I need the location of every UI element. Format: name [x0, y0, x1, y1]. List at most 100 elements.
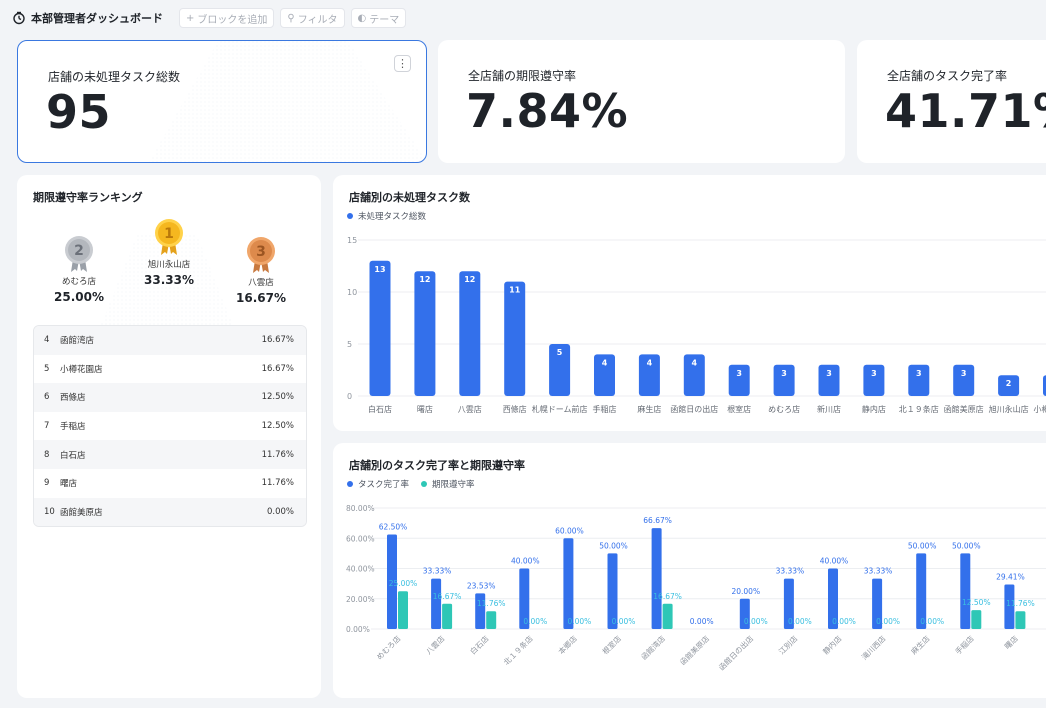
table-row[interactable]: 8 白石店 11.76% [34, 440, 306, 469]
bar [863, 364, 885, 396]
podium-pct: 16.67% [236, 291, 286, 305]
data-label: 3 [871, 369, 877, 378]
rate-value: 11.76% [261, 449, 294, 460]
legend-label: 期限遵守率 [432, 480, 475, 490]
kpi-label: 全店舗のタスク完了率 [887, 69, 1008, 83]
bar [1043, 375, 1046, 396]
dashboard-title: 本部管理者ダッシュボード [31, 12, 163, 25]
kpi-card-deadline-rate[interactable]: 全店舗の期限遵守率 7.84% [438, 40, 845, 163]
x-tick-label: 江別店 [776, 633, 799, 656]
palette-icon: ◐ [357, 12, 367, 24]
table-row[interactable]: 5 小樽花園店 16.67% [34, 355, 306, 384]
ranking-table: 4 函館湾店 16.67% 5 小樽花園店 16.67% 6 西條店 12.50% 7 手稲店… [33, 325, 307, 528]
bar-deadline [662, 603, 673, 629]
pending-tasks-chart-card[interactable]: 店舗別の未処理タスク数 未処理タスク総数 0 5 10 15 13 白石店 12 曙店 12 八雲… [333, 175, 1046, 431]
data-label: 25.00% [389, 579, 418, 588]
podium-rank: 3 [256, 244, 266, 260]
legend-dot [421, 481, 428, 487]
x-tick-label: 根室店 [727, 404, 751, 414]
bar-completion [1004, 584, 1015, 629]
data-label: 13 [374, 265, 385, 274]
data-label: 20.00% [731, 587, 760, 596]
theme-button[interactable]: ◐ テーマ [350, 8, 407, 28]
x-tick-label: 函館日の出店 [716, 633, 755, 672]
x-tick-label: 函館日の出店 [670, 404, 718, 414]
kpi-card-pending-tasks[interactable]: 店舗の未処理タスク総数 95 ⋮ [17, 40, 427, 163]
table-row[interactable]: 4 函館湾店 16.67% [34, 326, 306, 355]
bar [908, 364, 930, 396]
chart-title: 店舗別の未処理タスク数 [349, 191, 470, 204]
chart-title: 店舗別のタスク完了率と期限遵守率 [349, 459, 525, 472]
data-label: 3 [961, 369, 967, 378]
legend-label: タスク完了率 [358, 480, 410, 490]
table-row[interactable]: 7 手稲店 12.50% [34, 412, 306, 441]
data-label: 0.00% [523, 617, 547, 626]
completion-rate-chart-card[interactable]: 店舗別のタスク完了率と期限遵守率 タスク完了率 期限遵守率 0.00% 20.00… [333, 443, 1046, 698]
x-tick-label: 八雲店 [424, 633, 447, 656]
x-tick-label: 函館美原店 [944, 404, 984, 414]
plus-icon: + [186, 12, 195, 24]
bar [414, 271, 436, 396]
rank-number: 9 [44, 478, 50, 489]
legend-item[interactable]: タスク完了率 [347, 478, 409, 490]
bar-completion [387, 534, 397, 629]
filter-button[interactable]: ⚲ フィルタ [280, 8, 345, 28]
bar [638, 354, 660, 396]
rank-number: 4 [44, 335, 50, 346]
x-tick-label: 曙店 [417, 404, 433, 414]
bar [459, 271, 481, 396]
bar-completion [563, 538, 574, 629]
data-label: 0.00% [876, 617, 900, 626]
y-tick-label: 0 [347, 392, 352, 401]
bar-completion [475, 593, 486, 629]
table-row[interactable]: 6 西條店 12.50% [34, 383, 306, 412]
data-label: 3 [826, 369, 832, 378]
store-name: 曙店 [60, 479, 78, 490]
podium-name: 旭川永山店 [147, 260, 191, 270]
data-label: 3 [736, 369, 742, 378]
chart-legend: タスク完了率 期限遵守率 [347, 478, 487, 490]
more-options-button[interactable]: ⋮ [394, 55, 411, 72]
legend-item[interactable]: 未処理タスク総数 [347, 210, 426, 222]
x-tick-label: 麻生店 [909, 633, 932, 656]
podium-rank: 2 [74, 243, 84, 259]
data-label: 33.33% [423, 567, 452, 576]
bar-completion [431, 578, 442, 629]
ranking-card[interactable]: 期限遵守率ランキング 2 めむろ店 25.00% 1 旭川永山店 33.33% … [17, 175, 321, 698]
dashboard-icon [13, 11, 25, 25]
bar-deadline [1015, 611, 1026, 629]
bar-completion [739, 598, 750, 629]
chart-legend: 未処理タスク総数 [347, 210, 438, 222]
rate-value: 12.50% [261, 421, 294, 432]
rate-value: 12.50% [261, 392, 294, 403]
data-label: 0.00% [920, 617, 944, 626]
legend-item[interactable]: 期限遵守率 [421, 478, 475, 490]
data-label: 0.00% [744, 617, 768, 626]
bar-deadline [398, 591, 408, 629]
kpi-card-completion-rate[interactable]: 全店舗のタスク完了率 41.71% [857, 40, 1046, 163]
x-tick-label: 白石店 [368, 404, 392, 414]
bar-deadline [486, 611, 497, 629]
bar-completion [783, 578, 794, 629]
table-row[interactable]: 10 函館美原店 0.00% [34, 497, 306, 527]
pending-tasks-bar-chart: 0 5 10 15 13 白石店 12 曙店 12 八雲店 11 西條店 5 札幌ドーム前店 4 手稲店 4 麻生… [347, 236, 1046, 414]
kpi-label: 全店舗の期限遵守率 [468, 69, 577, 83]
data-label: 3 [916, 369, 922, 378]
table-row[interactable]: 9 曙店 11.76% [34, 469, 306, 498]
podium-pct: 33.33% [144, 273, 194, 287]
data-label: 11.76% [477, 599, 506, 608]
add-block-button[interactable]: + ブロックを追加 [179, 8, 275, 28]
bar [728, 364, 750, 396]
y-tick-label: 80.00% [346, 504, 375, 513]
data-label: 12.50% [962, 598, 991, 607]
store-name: 函館湾店 [60, 336, 95, 347]
data-label: 4 [602, 358, 608, 367]
data-label: 50.00% [908, 541, 937, 550]
x-tick-label: 八雲店 [458, 404, 482, 414]
legend-dot [347, 213, 353, 219]
bar [998, 375, 1020, 396]
x-tick-label: めむろ店 [768, 404, 800, 414]
x-tick-label: 西條店 [503, 404, 527, 414]
gold-medal-icon: 1 [155, 219, 183, 255]
dashboard-toolbar: 本部管理者ダッシュボード + ブロックを追加 ⚲ フィルタ ◐ テーマ [0, 0, 1046, 36]
